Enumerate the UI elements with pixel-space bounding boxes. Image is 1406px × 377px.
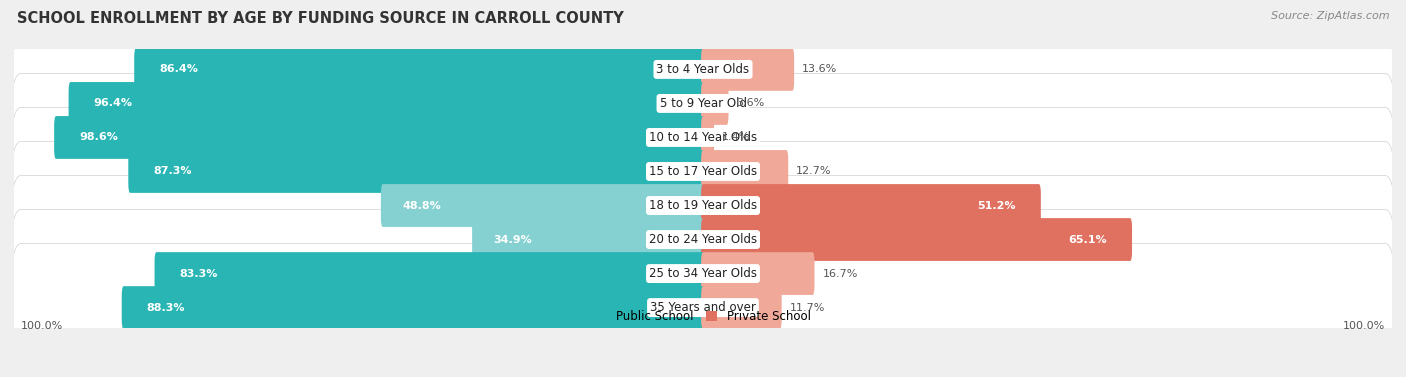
FancyBboxPatch shape [155, 252, 704, 295]
FancyBboxPatch shape [11, 5, 1395, 133]
Text: 88.3%: 88.3% [146, 303, 186, 313]
Text: 13.6%: 13.6% [801, 64, 838, 74]
FancyBboxPatch shape [702, 48, 794, 91]
FancyBboxPatch shape [702, 286, 782, 329]
Legend: Public School, Private School: Public School, Private School [591, 305, 815, 328]
Text: 34.9%: 34.9% [494, 234, 533, 245]
Text: 51.2%: 51.2% [977, 201, 1017, 210]
FancyBboxPatch shape [472, 218, 704, 261]
Text: 96.4%: 96.4% [93, 98, 132, 109]
Text: 12.7%: 12.7% [796, 167, 832, 176]
FancyBboxPatch shape [122, 286, 704, 329]
Text: 65.1%: 65.1% [1069, 234, 1107, 245]
FancyBboxPatch shape [69, 82, 704, 125]
Text: 3.6%: 3.6% [737, 98, 765, 109]
Text: Source: ZipAtlas.com: Source: ZipAtlas.com [1271, 11, 1389, 21]
Text: 20 to 24 Year Olds: 20 to 24 Year Olds [650, 233, 756, 246]
Text: SCHOOL ENROLLMENT BY AGE BY FUNDING SOURCE IN CARROLL COUNTY: SCHOOL ENROLLMENT BY AGE BY FUNDING SOUR… [17, 11, 624, 26]
FancyBboxPatch shape [702, 252, 814, 295]
Text: 5 to 9 Year Old: 5 to 9 Year Old [659, 97, 747, 110]
Text: 100.0%: 100.0% [21, 321, 63, 331]
FancyBboxPatch shape [381, 184, 704, 227]
FancyBboxPatch shape [702, 150, 789, 193]
FancyBboxPatch shape [11, 40, 1395, 167]
Text: 86.4%: 86.4% [159, 64, 198, 74]
FancyBboxPatch shape [702, 218, 1132, 261]
FancyBboxPatch shape [134, 48, 704, 91]
Text: 16.7%: 16.7% [823, 268, 858, 279]
FancyBboxPatch shape [11, 244, 1395, 372]
Text: 83.3%: 83.3% [180, 268, 218, 279]
FancyBboxPatch shape [702, 184, 1040, 227]
FancyBboxPatch shape [702, 116, 714, 159]
FancyBboxPatch shape [702, 82, 728, 125]
Text: 25 to 34 Year Olds: 25 to 34 Year Olds [650, 267, 756, 280]
Text: 10 to 14 Year Olds: 10 to 14 Year Olds [650, 131, 756, 144]
FancyBboxPatch shape [128, 150, 704, 193]
Text: 1.4%: 1.4% [723, 132, 751, 143]
FancyBboxPatch shape [11, 141, 1395, 270]
Text: 100.0%: 100.0% [1343, 321, 1385, 331]
FancyBboxPatch shape [11, 107, 1395, 236]
Text: 87.3%: 87.3% [153, 167, 191, 176]
Text: 48.8%: 48.8% [402, 201, 441, 210]
FancyBboxPatch shape [11, 74, 1395, 201]
FancyBboxPatch shape [55, 116, 704, 159]
Text: 18 to 19 Year Olds: 18 to 19 Year Olds [650, 199, 756, 212]
FancyBboxPatch shape [11, 176, 1395, 303]
Text: 35 Years and over: 35 Years and over [650, 301, 756, 314]
Text: 15 to 17 Year Olds: 15 to 17 Year Olds [650, 165, 756, 178]
FancyBboxPatch shape [11, 210, 1395, 337]
Text: 3 to 4 Year Olds: 3 to 4 Year Olds [657, 63, 749, 76]
Text: 98.6%: 98.6% [79, 132, 118, 143]
Text: 11.7%: 11.7% [790, 303, 825, 313]
